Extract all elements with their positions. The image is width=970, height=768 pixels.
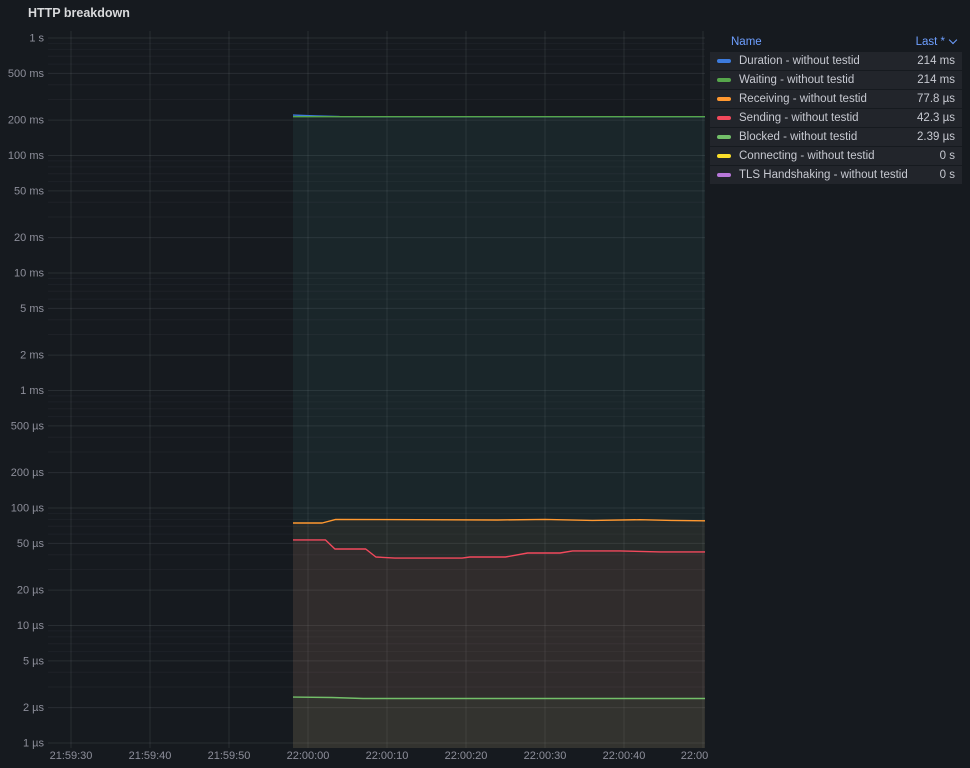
y-axis-tick-label: 20 ms — [14, 232, 44, 244]
series-lines — [292, 114, 705, 700]
series-line-3 — [293, 539, 705, 559]
legend-last-header-label: Last * — [915, 35, 945, 48]
legend-series-swatch[interactable] — [717, 97, 731, 101]
y-axis-tick-label: 20 µs — [17, 585, 45, 597]
legend-row: Connecting - without testid 0 s — [710, 147, 962, 165]
x-axis-tick-label: 21:59:40 — [129, 750, 172, 762]
legend-series-swatch[interactable] — [717, 59, 731, 63]
y-axis-tick-label: 50 µs — [17, 538, 45, 550]
x-axis-tick-label: 22:00:10 — [366, 750, 409, 762]
legend-rows: Duration - without testid 214 ms Waiting -… — [710, 52, 962, 184]
y-axis-tick-label: 5 µs — [23, 655, 45, 667]
y-axis-tick-label: 10 ms — [14, 268, 44, 280]
legend-series-swatch[interactable] — [717, 173, 731, 177]
legend-last-header[interactable]: Last * — [915, 35, 958, 48]
legend-row: Duration - without testid 214 ms — [710, 52, 962, 70]
x-axis-tick-label: 21:59:50 — [208, 750, 251, 762]
x-axis-tick-label: 22:00:40 — [603, 750, 646, 762]
y-axis-tick-label: 200 ms — [8, 115, 45, 127]
series-fill-4 — [293, 697, 705, 748]
x-axis-tick-label: 22:00:30 — [524, 750, 567, 762]
series-line-4 — [292, 696, 705, 700]
y-axis-tick-label: 5 ms — [20, 303, 44, 315]
legend-row: Receiving - without testid 77.8 µs — [710, 90, 962, 108]
legend-series-swatch[interactable] — [717, 78, 731, 82]
legend-table: Name Last * Duration - without testid 214… — [710, 32, 962, 185]
y-axis-tick-label: 1 µs — [23, 738, 45, 750]
legend-series-swatch[interactable] — [717, 116, 731, 120]
legend-series-last-value: 0 s — [939, 150, 955, 162]
series-fill-2 — [293, 519, 705, 748]
legend-series-swatch[interactable] — [717, 135, 731, 139]
legend-series-label[interactable]: Receiving - without testid — [739, 93, 867, 105]
y-axis-tick-label: 2 ms — [20, 350, 44, 362]
series-fills — [293, 115, 705, 748]
legend-row: Sending - without testid 42.3 µs — [710, 109, 962, 127]
x-axis-tick-label: 22:00 — [681, 750, 709, 762]
y-axis-tick-label: 2 µs — [23, 702, 45, 714]
y-axis-tick-label: 1 s — [29, 33, 44, 45]
legend-series-last-value: 2.39 µs — [917, 131, 955, 143]
legend-row: TLS Handshaking - without testid 0 s — [710, 166, 962, 184]
legend-series-last-value: 0 s — [939, 169, 955, 181]
series-fill-0 — [293, 115, 705, 748]
x-axis-tick-label: 21:59:30 — [50, 750, 93, 762]
legend-series-last-value: 42.3 µs — [917, 112, 955, 124]
x-axis-tick-label: 22:00:00 — [287, 750, 330, 762]
series-fill-3 — [293, 539, 705, 748]
y-axis-tick-label: 500 ms — [8, 68, 45, 80]
x-axis-tick-label: 22:00:20 — [445, 750, 488, 762]
legend-series-swatch[interactable] — [717, 154, 731, 158]
y-axis-tick-label: 100 µs — [11, 503, 45, 515]
legend-series-last-value: 214 ms — [917, 55, 955, 67]
panel-title[interactable]: HTTP breakdown — [28, 6, 130, 20]
y-axis-tick-label: 100 ms — [8, 150, 45, 162]
y-axis-tick-label: 500 µs — [11, 420, 45, 432]
plot-area[interactable] — [48, 30, 705, 748]
series-fill-1 — [293, 116, 705, 748]
legend-series-label[interactable]: Blocked - without testid — [739, 131, 858, 143]
series-line-2 — [293, 518, 705, 524]
legend-series-last-value: 77.8 µs — [917, 93, 955, 105]
axis-labels: 1 s 500 ms 200 ms 100 ms 50 ms 20 ms 10 ms 5 ms… — [8, 33, 708, 763]
legend-row: Blocked - without testid 2.39 µs — [710, 128, 962, 146]
legend-header: Name Last * — [710, 32, 962, 51]
legend-series-label[interactable]: Sending - without testid — [739, 112, 859, 124]
legend-series-label[interactable]: TLS Handshaking - without testid — [739, 169, 908, 181]
legend-series-last-value: 214 ms — [917, 74, 955, 86]
sort-desc-icon — [948, 35, 958, 45]
legend-series-label[interactable]: Duration - without testid — [739, 55, 860, 67]
y-axis-tick-label: 1 ms — [20, 385, 44, 397]
legend-series-label[interactable]: Waiting - without testid — [739, 74, 855, 86]
legend-row: Waiting - without testid 214 ms — [710, 71, 962, 89]
legend-name-header[interactable]: Name — [731, 35, 762, 48]
y-axis-tick-label: 10 µs — [17, 620, 45, 632]
y-axis-tick-label: 200 µs — [11, 467, 45, 479]
y-axis-tick-label: 50 ms — [14, 185, 44, 197]
grid — [48, 31, 705, 748]
legend-series-label[interactable]: Connecting - without testid — [739, 150, 875, 162]
